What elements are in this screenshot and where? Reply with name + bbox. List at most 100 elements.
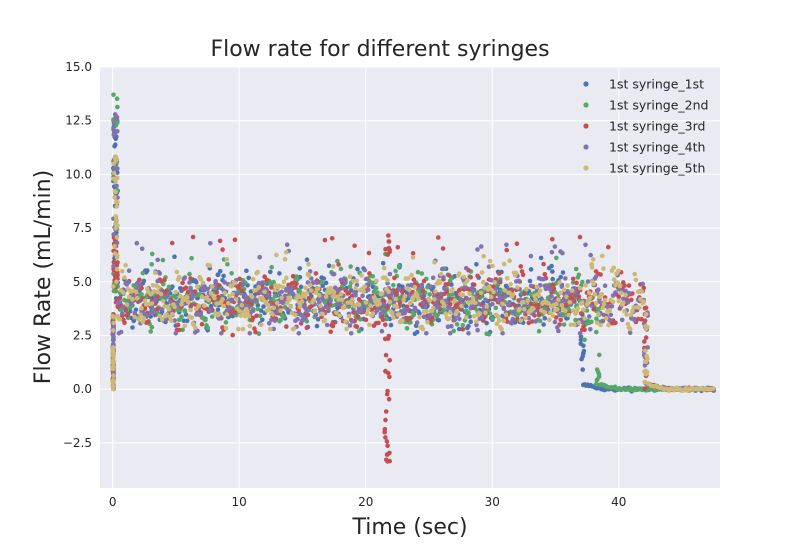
data-point bbox=[342, 304, 347, 309]
data-point bbox=[317, 293, 322, 298]
data-point bbox=[529, 319, 535, 324]
data-point bbox=[162, 304, 167, 309]
data-point bbox=[568, 322, 574, 328]
data-point bbox=[533, 297, 538, 302]
data-point bbox=[291, 326, 297, 331]
data-point bbox=[386, 333, 392, 339]
data-point bbox=[469, 300, 475, 305]
data-point bbox=[421, 278, 427, 284]
data-point bbox=[367, 271, 372, 276]
data-point bbox=[371, 289, 377, 295]
data-point bbox=[315, 317, 321, 322]
data-point bbox=[447, 331, 453, 336]
data-point bbox=[524, 286, 529, 292]
data-point bbox=[324, 322, 330, 328]
data-point bbox=[582, 316, 587, 321]
data-point bbox=[544, 284, 550, 289]
data-point bbox=[549, 249, 555, 255]
data-point bbox=[279, 295, 285, 301]
data-point bbox=[111, 284, 116, 289]
data-point bbox=[395, 245, 401, 250]
data-point bbox=[336, 297, 341, 302]
data-point bbox=[278, 308, 283, 313]
data-point bbox=[352, 303, 357, 309]
data-point bbox=[534, 284, 540, 290]
data-point bbox=[114, 96, 120, 101]
legend-marker bbox=[583, 81, 589, 87]
legend-label: 1st syringe_2nd bbox=[609, 98, 708, 113]
data-point bbox=[377, 301, 382, 307]
data-point bbox=[334, 310, 339, 316]
data-point bbox=[629, 312, 634, 317]
data-point bbox=[168, 318, 174, 324]
data-point bbox=[450, 292, 455, 297]
data-point bbox=[386, 239, 392, 244]
data-point bbox=[121, 304, 126, 310]
data-point bbox=[298, 312, 304, 318]
data-point bbox=[493, 305, 499, 311]
data-point bbox=[209, 314, 215, 319]
data-point bbox=[498, 279, 503, 285]
data-point bbox=[270, 312, 275, 317]
data-point bbox=[289, 286, 295, 292]
data-point bbox=[125, 312, 131, 317]
data-point bbox=[353, 293, 359, 298]
data-point bbox=[361, 289, 367, 294]
data-point bbox=[110, 383, 116, 389]
data-point bbox=[344, 326, 349, 332]
data-point bbox=[297, 289, 303, 294]
data-point bbox=[558, 290, 563, 296]
data-point bbox=[588, 295, 593, 301]
data-point bbox=[221, 273, 226, 279]
data-point bbox=[247, 331, 253, 336]
data-point bbox=[245, 295, 250, 301]
data-point bbox=[500, 331, 505, 336]
data-point bbox=[434, 301, 439, 307]
data-point bbox=[382, 426, 388, 432]
data-point bbox=[387, 271, 393, 277]
data-point bbox=[594, 316, 599, 322]
data-point bbox=[564, 294, 569, 300]
data-point bbox=[410, 254, 416, 260]
data-point bbox=[384, 439, 390, 444]
data-point bbox=[111, 341, 116, 347]
data-point bbox=[535, 302, 541, 308]
data-point bbox=[643, 311, 649, 317]
data-point bbox=[461, 274, 467, 280]
data-point bbox=[457, 326, 462, 332]
data-point bbox=[436, 235, 441, 240]
data-point bbox=[384, 391, 390, 397]
data-point bbox=[621, 300, 626, 306]
data-point bbox=[338, 266, 344, 272]
data-point bbox=[373, 278, 379, 284]
data-point bbox=[501, 306, 507, 312]
data-point bbox=[641, 285, 647, 291]
data-point bbox=[623, 292, 628, 298]
data-point bbox=[184, 318, 190, 324]
data-point bbox=[537, 288, 543, 294]
data-point bbox=[370, 311, 376, 316]
data-point bbox=[224, 257, 230, 262]
data-point bbox=[314, 323, 320, 329]
data-point bbox=[432, 260, 437, 265]
data-point bbox=[269, 264, 275, 270]
data-point bbox=[583, 242, 588, 248]
y-tick-label: 7.5 bbox=[73, 221, 92, 235]
data-point bbox=[319, 279, 324, 285]
data-point bbox=[626, 283, 632, 288]
data-point bbox=[135, 286, 141, 291]
data-point bbox=[323, 280, 329, 286]
data-point bbox=[554, 255, 559, 261]
data-point bbox=[594, 367, 600, 372]
data-point bbox=[172, 318, 177, 323]
data-point bbox=[198, 312, 204, 317]
data-point bbox=[460, 326, 466, 332]
data-point bbox=[408, 300, 413, 306]
data-point bbox=[526, 315, 532, 321]
data-point bbox=[421, 314, 427, 320]
data-point bbox=[606, 244, 611, 250]
data-point bbox=[225, 262, 230, 267]
data-point bbox=[194, 279, 199, 285]
data-point bbox=[232, 310, 238, 315]
data-point bbox=[380, 309, 386, 315]
